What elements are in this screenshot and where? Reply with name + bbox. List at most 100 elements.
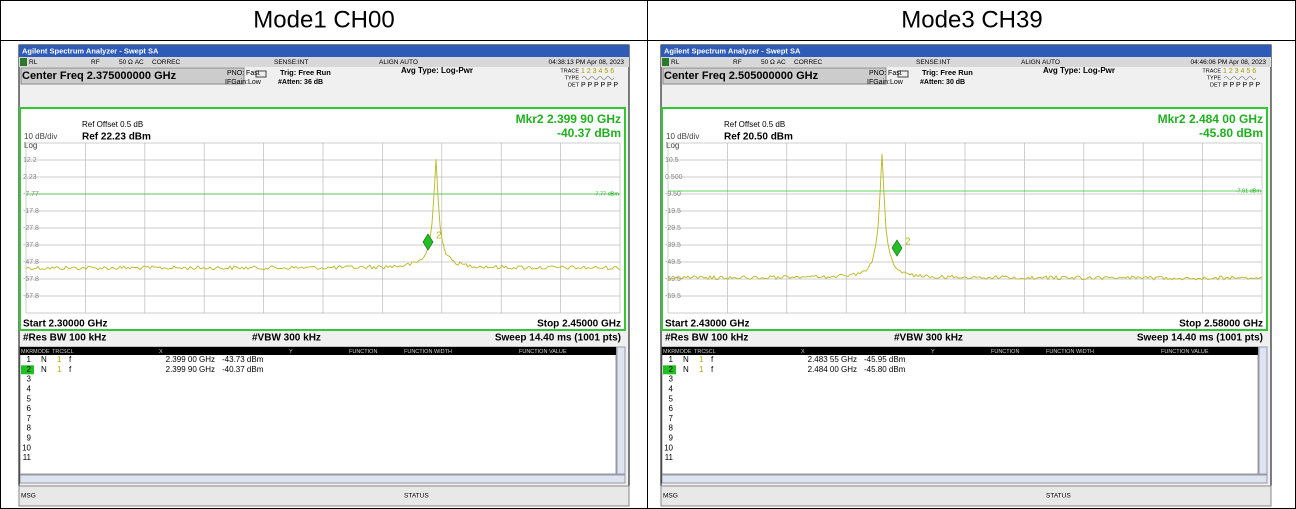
analyzer-screenshot: Agilent Spectrum Analyzer - Swept SA RL RF…	[18, 44, 630, 507]
res-bw: #Res BW 100 kHz	[665, 333, 748, 344]
column-header: FUNCTION	[991, 349, 1019, 355]
cell-header: Mode1 CH00	[253, 6, 394, 33]
marker-diamond	[422, 233, 434, 251]
table-cell: -45.95 dBm	[864, 355, 906, 364]
status-item: RF	[733, 59, 742, 66]
lxi-icon	[662, 58, 669, 66]
active-marker	[663, 365, 676, 375]
table-cell: 8	[27, 424, 32, 433]
status-item: 50 Ω AC	[119, 59, 144, 66]
display-border	[661, 107, 1268, 331]
column-header: SCL	[705, 349, 716, 355]
table-cell: 1	[699, 365, 704, 374]
table-bg	[661, 346, 1259, 475]
avg-type: Avg Type: Log-Pwr	[401, 66, 473, 75]
spectrum-trace	[667, 153, 1263, 281]
table-cell: -40.37 dBm	[222, 365, 264, 374]
log-label: Log	[24, 141, 37, 150]
ref-offset: Ref Offset 0.5 dB	[724, 120, 785, 129]
type-waves	[581, 76, 615, 80]
status-label: STATUS	[404, 493, 429, 500]
avg-type: Avg Type: Log-Pwr	[1043, 66, 1115, 75]
table-cell: -43.73 dBm	[222, 355, 264, 364]
table-cell: 1	[699, 355, 704, 364]
table-cell: 1	[27, 355, 32, 364]
y-label: -37.8	[23, 242, 39, 249]
column-header: MKR	[663, 349, 675, 355]
table-cell: 2	[669, 365, 674, 374]
status-item: 50 Ω AC	[761, 59, 786, 66]
table-cell: 11	[665, 453, 674, 462]
display-line-label: -7.91 dBm	[1236, 188, 1262, 194]
trig-icon	[897, 70, 909, 78]
table-cell: N	[683, 365, 689, 374]
y-label: 2.23	[23, 174, 37, 181]
table-cell: 2	[27, 365, 32, 374]
column-header: TRC	[52, 349, 63, 355]
y-label: -69.5	[665, 293, 681, 300]
atten: #Atten: 30 dB	[920, 79, 965, 86]
active-marker	[21, 365, 34, 375]
status-item: CORREC	[794, 59, 822, 66]
ref-level: Ref 20.50 dBm	[724, 132, 793, 143]
table-header	[20, 347, 616, 355]
det-label: DET	[1210, 82, 1222, 88]
table-cell: 9	[27, 434, 32, 443]
atten: #Atten: 36 dB	[278, 79, 323, 86]
title-bar	[19, 45, 629, 57]
ref-level: Ref 22.23 dBm	[82, 132, 151, 143]
status-item: SENSE:INT	[274, 59, 308, 66]
table-cell: 10	[664, 443, 673, 452]
table-cell: f	[69, 365, 72, 374]
y-label: -19.5	[665, 208, 681, 215]
marker-number: 2	[905, 237, 911, 248]
sweep: Sweep 14.40 ms (1001 pts)	[1137, 333, 1263, 344]
center-freq-box	[662, 67, 887, 85]
table-cell: N	[41, 365, 47, 374]
column-header: FUNCTION	[349, 349, 377, 355]
table-bg	[19, 346, 617, 475]
vbw: #VBW 300 kHz	[894, 333, 963, 344]
status-label: STATUS	[1046, 493, 1071, 500]
lxi-icon	[20, 58, 27, 66]
scale: 10 dB/div	[24, 132, 57, 141]
scrollbar-v	[1258, 346, 1268, 475]
msg-label: MSG	[21, 493, 36, 500]
column-header: MKR	[21, 349, 33, 355]
msg-label: MSG	[663, 493, 678, 500]
start-freq: Start 2.43000 GHz	[665, 319, 750, 330]
scale: 10 dB/div	[666, 132, 699, 141]
status-item: ALIGN AUTO	[1021, 59, 1060, 66]
pno: PNO: Fast	[227, 70, 260, 77]
cell-header: Mode3 CH39	[901, 6, 1042, 33]
table-cell: f	[711, 365, 714, 374]
table-cell: 2.399 90 GHz	[166, 365, 215, 374]
y-label: -57.8	[23, 276, 39, 283]
trig-icon	[255, 70, 267, 78]
scrollbar-h	[661, 474, 1268, 484]
display-border	[19, 107, 626, 331]
table-cell: 7	[669, 414, 674, 423]
table-cell: 2.484 00 GHz	[808, 365, 857, 374]
column-header: X	[159, 349, 163, 355]
display-line-label: -7.77 dBm	[594, 191, 620, 197]
stop-freq: Stop 2.58000 GHz	[1179, 319, 1263, 330]
trace-label: TRACE	[1202, 68, 1221, 74]
y-label: 12.2	[23, 157, 37, 164]
y-label: 10.5	[665, 157, 679, 164]
column-header: FUNCTION VALUE	[519, 349, 567, 355]
table-cell: 1	[57, 365, 62, 374]
marker-freq: Mkr2 2.484 00 GHz	[1158, 112, 1263, 126]
table-cell: 10	[22, 443, 31, 452]
table-cell: f	[711, 355, 714, 364]
table-header	[662, 347, 1258, 355]
y-label: -67.8	[23, 293, 39, 300]
stop-freq: Stop 2.45000 GHz	[537, 319, 621, 330]
status-item: RL	[671, 59, 680, 66]
status-item: 04:46:06 PM Apr 08, 2023	[1190, 59, 1266, 66]
table-cell: 11	[23, 453, 32, 462]
marker-number: 2	[436, 231, 442, 242]
trace-numbers: 1 2 3 4 5 6	[581, 68, 614, 75]
det-label: DET	[568, 82, 580, 88]
